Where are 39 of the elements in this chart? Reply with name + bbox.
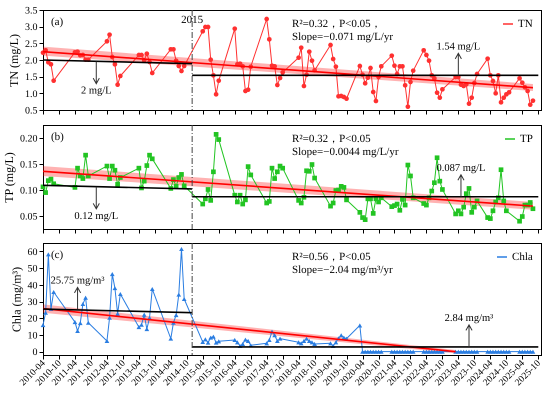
y-tick-label: 0 [32, 347, 38, 358]
annotation: (b) [51, 131, 64, 143]
y-tick-label: 0.05 [20, 212, 38, 222]
annotation: (a) [51, 16, 64, 28]
annotation: Slope=−2.04 mg/m³/yr [292, 264, 393, 276]
legend-label: Chla [512, 251, 533, 263]
y-tick-label: 0.15 [20, 160, 38, 170]
annotation: Slope=−0.0044 mg/L/yr [292, 146, 399, 158]
y-tick-label: 3.0 [25, 22, 38, 34]
annotation: R²=0.56，P<0.05 [292, 251, 372, 263]
annotation: R²=0.32，P<0.05， [292, 18, 382, 30]
legend-label: TP [520, 133, 533, 145]
annotation: (c) [51, 249, 64, 261]
annotation: Slope=−0.071 mg/L/yr [292, 31, 394, 43]
y-tick-label: 2.0 [25, 56, 38, 66]
y-tick-label: 0.5 [25, 106, 38, 116]
y-tick-label: 2.5 [25, 38, 38, 50]
annotation: 1.54 mg/L [436, 41, 480, 52]
y-tick-label: 20 [28, 314, 38, 325]
y-tick-label: 40 [28, 280, 38, 292]
y-tick-label: 10 [28, 330, 38, 342]
y-tick-label: 60 [28, 246, 38, 258]
y-tick-label: 0.10 [20, 186, 38, 196]
annotation: 2.84 mg/m³ [444, 312, 494, 324]
annotation: 2 mg/L [80, 86, 112, 97]
ref-line-label: 2015 [181, 14, 204, 26]
y-tick-label: 3.5 [25, 6, 38, 16]
y-tick-label: 1.0 [25, 88, 38, 100]
annotation: 0.12 mg/L [74, 210, 118, 222]
annotation: R²=0.32，P<0.05 [292, 133, 372, 145]
y-tick-label: 1.5 [25, 72, 38, 84]
y-axis-title: Chla (mg/m³) [10, 266, 24, 332]
y-axis-title: TP (mg/L) [2, 152, 16, 203]
y-tick-label: 30 [28, 297, 38, 308]
y-axis-title: TN (mg/L) [7, 34, 21, 87]
y-tick-label: 50 [28, 264, 38, 275]
annotation: 25.75 mg/m³ [50, 275, 105, 286]
legend-label: TN [518, 18, 533, 30]
y-tick-label: 0.20 [20, 134, 38, 144]
